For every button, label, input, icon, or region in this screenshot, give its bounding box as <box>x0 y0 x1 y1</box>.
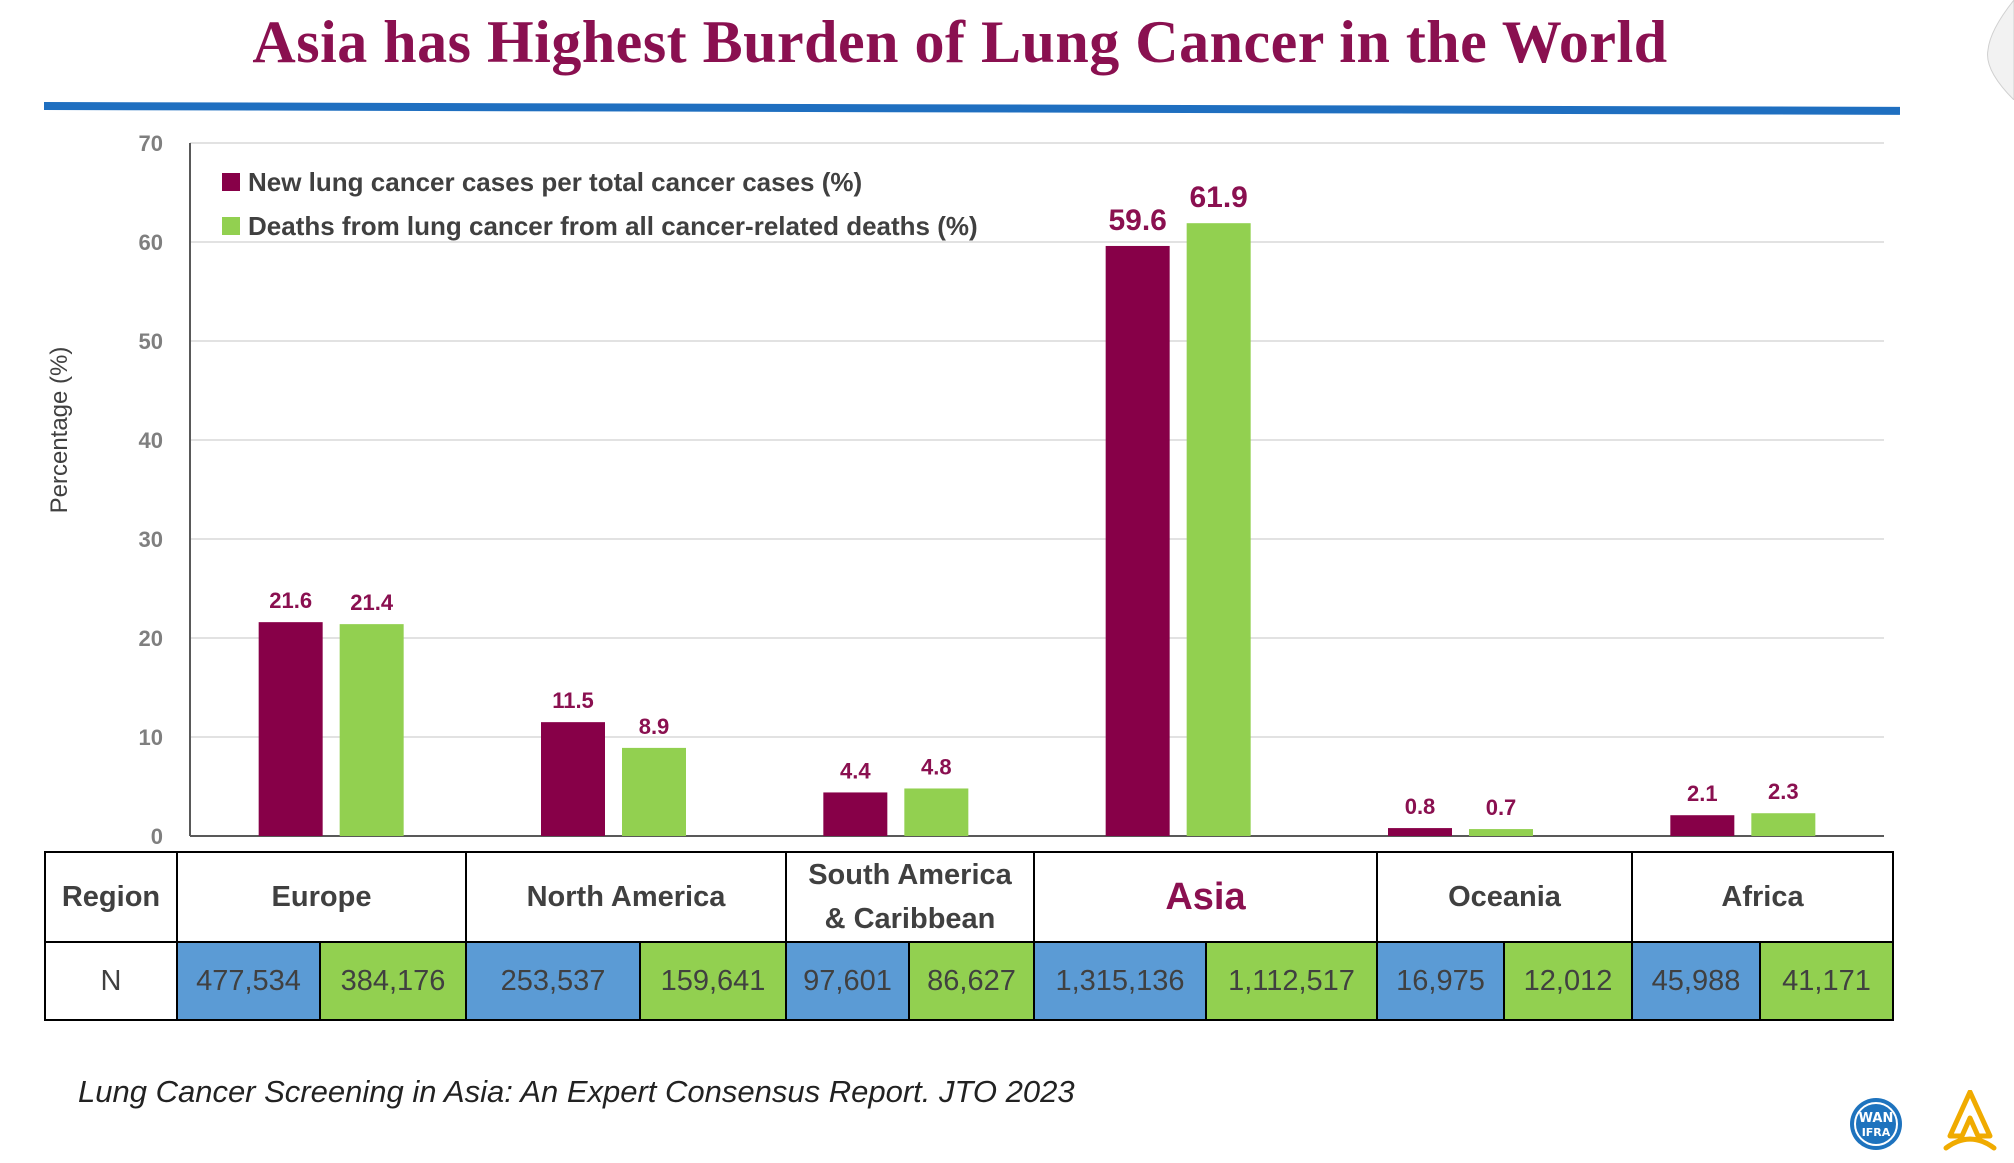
region-label-south-america-line1: South America <box>808 859 1012 891</box>
bar-deaths-4 <box>1469 829 1533 836</box>
n-header-cell: N <box>44 941 178 1021</box>
data-label-new-cases: 4.4 <box>840 758 871 783</box>
region-sample-table: Region Europe North America South Americ… <box>44 851 1894 1021</box>
n-cell-asia-deaths: 1,112,517 <box>1205 941 1378 1021</box>
y-axis-title: Percentage (%) <box>46 346 73 514</box>
bar-new-cases-0 <box>258 622 323 836</box>
page-curl-decoration <box>1987 0 2014 100</box>
data-label-deaths: 21.4 <box>350 590 394 615</box>
bar-deaths-3 <box>1186 223 1251 836</box>
y-tick-label: 70 <box>139 131 163 156</box>
data-label-deaths: 4.8 <box>921 754 952 779</box>
n-cell-oceania-new: 16,975 <box>1376 941 1505 1021</box>
y-tick-label: 10 <box>139 725 163 750</box>
y-tick-label: 50 <box>139 329 163 354</box>
region-cell-south-america: South America & Caribbean <box>785 851 1035 943</box>
bar-new-cases-5 <box>1670 815 1735 836</box>
bar-deaths-2 <box>904 788 969 836</box>
y-tick-label: 30 <box>139 527 163 552</box>
n-cell-south-america-deaths: 86,627 <box>908 941 1035 1021</box>
data-label-deaths: 8.9 <box>639 714 670 739</box>
region-label-south-america-line2: & Caribbean <box>824 903 996 935</box>
legend-label-deaths: Deaths from lung cancer from all cancer-… <box>248 210 978 241</box>
data-label-deaths: 61.9 <box>1189 181 1247 214</box>
n-cell-africa-new: 45,988 <box>1631 941 1761 1021</box>
legend-swatch-deaths <box>222 217 240 235</box>
bar-chart: 0 10 20 30 40 50 60 70 21.6 11.5 4.4 59.6 0.8 2.1 21.4… <box>139 131 1884 849</box>
data-label-deaths: 2.3 <box>1768 779 1799 804</box>
bar-new-cases-4 <box>1388 828 1452 836</box>
wan-logo-text: WAN <box>1859 1111 1894 1126</box>
region-cell-oceania: Oceania <box>1376 851 1633 943</box>
n-cell-north-america-new: 253,537 <box>465 941 641 1021</box>
region-cell-africa: Africa <box>1631 851 1894 943</box>
bar-deaths-1 <box>622 747 686 836</box>
data-label-new-cases: 59.6 <box>1108 204 1166 237</box>
region-cell-europe: Europe <box>176 851 467 943</box>
region-header-cell: Region <box>44 851 178 943</box>
data-label-new-cases: 0.8 <box>1405 794 1436 819</box>
n-cell-north-america-deaths: 159,641 <box>639 941 787 1021</box>
n-cell-south-america-new: 97,601 <box>785 941 910 1021</box>
y-tick-label: 20 <box>139 626 163 651</box>
legend-item-deaths: Deaths from lung cancer from all cancer-… <box>222 204 978 248</box>
y-tick-label: 40 <box>139 428 163 453</box>
bar-new-cases-1 <box>541 722 605 836</box>
n-cell-oceania-deaths: 12,012 <box>1503 941 1633 1021</box>
bar-deaths-0 <box>339 624 404 836</box>
legend-item-new-cases: New lung cancer cases per total cancer c… <box>222 160 978 204</box>
bar-new-cases-3 <box>1105 245 1170 836</box>
table-header-row: Region Europe North America South Americ… <box>44 851 1894 943</box>
n-cell-europe-deaths: 384,176 <box>319 941 467 1021</box>
data-label-new-cases: 11.5 <box>552 688 594 713</box>
n-cell-asia-new: 1,315,136 <box>1033 941 1207 1021</box>
y-tick-label: 60 <box>139 230 163 255</box>
wan-ifra-logo: WAN IFRA <box>1850 1098 1902 1150</box>
data-label-new-cases: 2.1 <box>1687 781 1718 806</box>
n-cell-europe-new: 477,534 <box>176 941 321 1021</box>
bar-deaths-5 <box>1751 813 1816 836</box>
table-n-row: N 477,534 384,176 253,537 159,641 97,601… <box>44 941 1894 1021</box>
n-cell-africa-deaths: 41,171 <box>1759 941 1894 1021</box>
data-label-new-cases: 21.6 <box>269 588 312 613</box>
bar-new-cases-2 <box>823 792 888 836</box>
legend-label-new-cases: New lung cancer cases per total cancer c… <box>248 166 863 197</box>
data-label-deaths: 0.7 <box>1486 795 1517 820</box>
slide-title: Asia has Highest Burden of Lung Cancer i… <box>252 9 1668 75</box>
citation: Lung Cancer Screening in Asia: An Expert… <box>78 1074 1075 1109</box>
region-cell-asia: Asia <box>1033 851 1378 943</box>
ifra-logo-text: IFRA <box>1862 1126 1891 1139</box>
y-tick-label: 0 <box>151 824 163 849</box>
legend-swatch-new-cases <box>222 173 240 191</box>
astrazeneca-logo <box>1943 1090 1997 1151</box>
region-cell-north-america: North America <box>465 851 787 943</box>
legend: New lung cancer cases per total cancer c… <box>222 160 978 248</box>
